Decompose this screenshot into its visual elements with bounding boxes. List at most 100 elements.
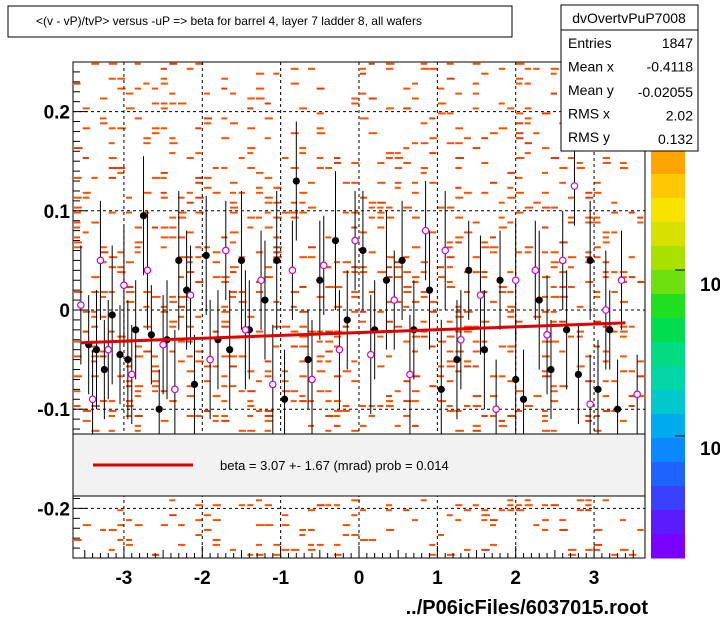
histogram-bin <box>204 529 212 531</box>
histogram-bin <box>91 62 100 65</box>
histogram-bin <box>74 82 81 85</box>
histogram-bin <box>412 400 419 403</box>
histogram-bin <box>542 295 548 298</box>
histogram-bin <box>264 266 273 269</box>
histogram-bin <box>446 256 455 259</box>
histogram-bin <box>516 320 523 323</box>
histogram-bin <box>360 405 366 407</box>
data-point <box>343 316 351 324</box>
data-point <box>331 236 340 245</box>
histogram-bin <box>507 345 516 348</box>
histogram-bin <box>204 410 211 412</box>
histogram-bin <box>429 181 437 184</box>
histogram-bin <box>524 504 533 507</box>
histogram-bin <box>620 370 628 373</box>
histogram-bin <box>490 251 498 254</box>
histogram-bin <box>516 390 524 393</box>
histogram-bin <box>264 117 273 120</box>
histogram-bin <box>169 226 177 229</box>
histogram-bin <box>533 524 540 527</box>
data-point <box>202 251 210 260</box>
histogram-bin <box>299 529 306 531</box>
histogram-bin <box>342 370 352 373</box>
y-tick-label: 0 <box>59 301 70 322</box>
histogram-bin <box>264 102 271 105</box>
histogram-bin <box>602 410 611 412</box>
histogram-bin <box>550 72 557 75</box>
histogram-bin <box>533 132 540 135</box>
histogram-bin <box>507 291 514 293</box>
palette-swatch <box>651 366 685 391</box>
histogram-bin <box>516 122 524 125</box>
histogram-bin <box>368 201 377 204</box>
histogram-bin <box>169 102 177 105</box>
palette-swatch <box>651 534 685 559</box>
histogram-bin <box>342 405 350 407</box>
histogram-bin <box>195 519 203 522</box>
histogram-bin <box>542 310 549 313</box>
histogram-bin <box>455 330 462 333</box>
histogram-bin <box>325 400 332 403</box>
histogram-bin <box>160 196 168 199</box>
histogram-bin <box>212 261 221 264</box>
histogram-bin <box>82 524 91 527</box>
histogram-bin <box>264 196 273 199</box>
histogram-bin <box>386 256 394 259</box>
histogram-bin <box>186 67 194 70</box>
histogram-bin <box>143 137 151 140</box>
histogram-bin <box>195 281 204 283</box>
histogram-bin <box>134 355 144 358</box>
histogram-bin <box>542 519 549 522</box>
histogram-bin <box>429 553 436 556</box>
histogram-bin <box>264 429 271 432</box>
histogram-bin <box>585 380 593 383</box>
histogram-bin <box>108 529 117 531</box>
histogram-bin <box>420 142 429 145</box>
histogram-bin <box>568 553 577 556</box>
histogram-bin <box>490 415 497 417</box>
histogram-bin <box>368 132 378 135</box>
histogram-bin <box>481 162 489 164</box>
histogram-bin <box>420 171 427 174</box>
histogram-bin <box>542 370 551 373</box>
histogram-bin <box>212 543 220 546</box>
histogram-bin <box>221 167 228 169</box>
histogram-bin <box>308 246 316 249</box>
histogram-bin <box>542 251 548 254</box>
histogram-bin <box>152 380 159 383</box>
data-point <box>574 370 582 379</box>
histogram-bin <box>550 385 557 388</box>
histogram-bin <box>325 429 332 432</box>
histogram-bin <box>481 415 488 417</box>
histogram-bin <box>550 390 558 393</box>
histogram-bin <box>464 231 473 234</box>
histogram-bin <box>169 400 177 403</box>
histogram-bin <box>342 325 350 328</box>
stats-box: dvOvertvPuP7008 Entries 1847 Mean x -0.4118… <box>560 4 699 152</box>
histogram-bin <box>403 291 412 293</box>
data-point <box>476 291 485 299</box>
histogram-bin <box>403 380 410 383</box>
histogram-bin <box>238 355 247 358</box>
histogram-bin <box>360 67 366 70</box>
histogram-bin <box>412 335 421 338</box>
histogram-bin <box>212 519 221 522</box>
histogram-bin <box>403 87 411 90</box>
histogram-bin <box>178 305 185 308</box>
histogram-bin <box>195 196 204 199</box>
histogram-bin <box>516 62 525 65</box>
histogram-bin <box>542 355 550 358</box>
histogram-bin <box>152 370 160 373</box>
histogram-bin <box>498 419 505 422</box>
histogram-bin <box>507 315 515 318</box>
histogram-bin <box>221 415 228 417</box>
data-point <box>492 405 500 414</box>
histogram-bin <box>620 330 628 333</box>
histogram-bin <box>481 246 490 249</box>
histogram-bin <box>533 395 542 398</box>
histogram-bin <box>212 167 219 169</box>
histogram-bin <box>264 504 272 507</box>
data-point <box>613 405 622 413</box>
histogram-bin <box>325 415 334 417</box>
